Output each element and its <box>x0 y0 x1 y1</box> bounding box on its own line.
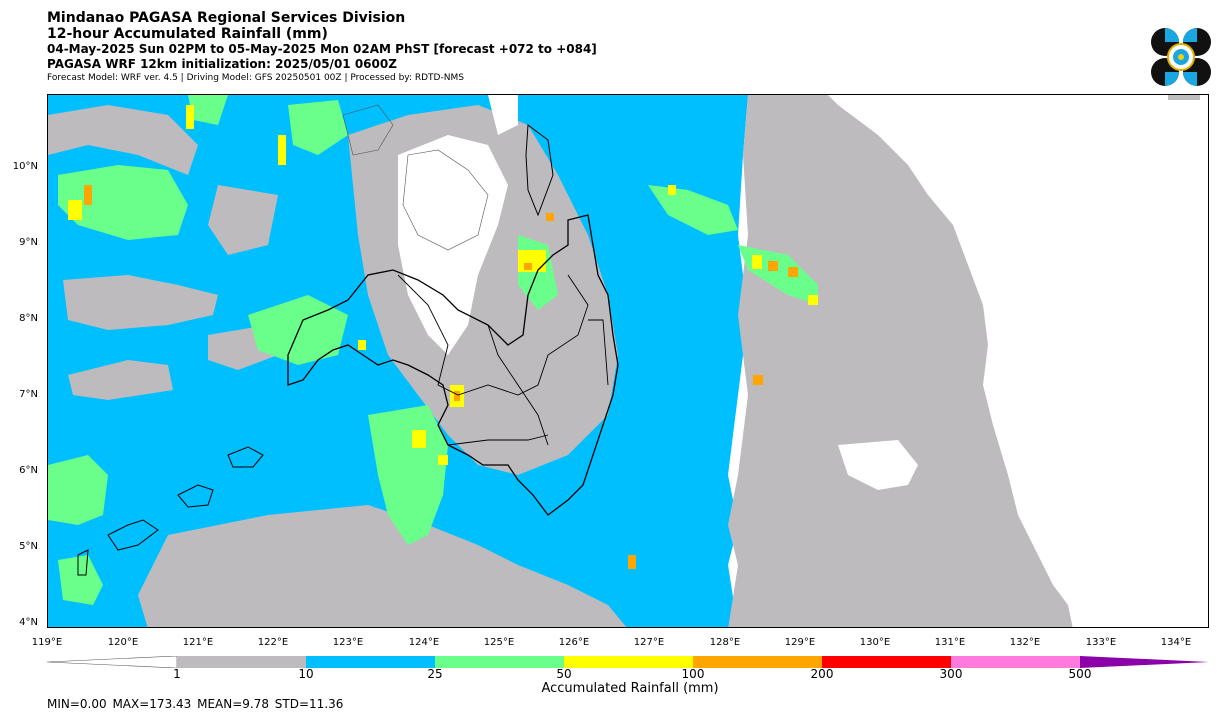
colorbar-tick: 500 <box>1068 667 1092 681</box>
lon-tick: 132°E <box>1009 637 1041 648</box>
lon-tick: 128°E <box>709 637 741 648</box>
lat-tick: 5°N <box>19 541 38 552</box>
colorbar-tick: 1 <box>173 667 181 681</box>
rainfall-statistics: MIN=0.00 MAX=173.43 MEAN=9.78 STD=11.36 <box>47 697 344 711</box>
map-header: Mindanao PAGASA Regional Services Divisi… <box>47 10 597 85</box>
colorbar-tick: 10 <box>298 667 314 681</box>
colorbar-segment <box>177 656 306 668</box>
lon-tick: 124°E <box>408 637 440 648</box>
lon-tick: 122°E <box>257 637 289 648</box>
pagasa-logo <box>1151 28 1211 86</box>
rainfall-colorbar <box>47 656 1209 668</box>
lat-tick: 4°N <box>19 617 38 628</box>
lon-tick: 119°E <box>31 637 63 648</box>
lat-tick: 9°N <box>19 237 38 248</box>
colorbar-segment <box>822 656 951 668</box>
colorbar-over-arrow <box>1080 656 1209 668</box>
colorbar-tick: 200 <box>810 667 834 681</box>
colorbar-tick: 25 <box>427 667 443 681</box>
lon-tick: 133°E <box>1085 637 1117 648</box>
rainfall-field <box>48 95 1208 627</box>
lat-tick: 8°N <box>19 313 38 324</box>
lat-tick: 6°N <box>19 465 38 476</box>
colorbar-segment <box>693 656 822 668</box>
lon-tick: 121°E <box>182 637 214 648</box>
colorbar-segment <box>306 656 435 668</box>
lon-tick: 123°E <box>332 637 364 648</box>
agency-title: Mindanao PAGASA Regional Services Divisi… <box>47 10 406 26</box>
model-info: Forecast Model: WRF ver. 4.5 | Driving M… <box>47 73 464 83</box>
colorbar-title: Accumulated Rainfall (mm) <box>541 681 719 696</box>
product-title: 12-hour Accumulated Rainfall (mm) <box>47 26 328 42</box>
rainfall-map <box>47 94 1209 628</box>
lon-tick: 131°E <box>934 637 966 648</box>
lon-tick: 125°E <box>483 637 515 648</box>
lon-tick: 120°E <box>107 637 139 648</box>
colorbar-tick: 100 <box>681 667 705 681</box>
lon-tick: 126°E <box>558 637 590 648</box>
valid-period: 04-May-2025 Sun 02PM to 05-May-2025 Mon … <box>47 42 597 56</box>
lon-tick: 129°E <box>784 637 816 648</box>
colorbar-segment <box>564 656 693 668</box>
lon-tick: 134°E <box>1160 637 1192 648</box>
lon-tick: 130°E <box>859 637 891 648</box>
lon-tick: 127°E <box>633 637 665 648</box>
lat-tick: 7°N <box>19 389 38 400</box>
colorbar-segment <box>951 656 1080 668</box>
lat-tick: 10°N <box>12 161 38 172</box>
colorbar-tick: 50 <box>556 667 572 681</box>
initialization-info: PAGASA WRF 12km initialization: 2025/05/… <box>47 57 397 71</box>
colorbar-tick: 300 <box>939 667 963 681</box>
colorbar-segment <box>435 656 564 668</box>
